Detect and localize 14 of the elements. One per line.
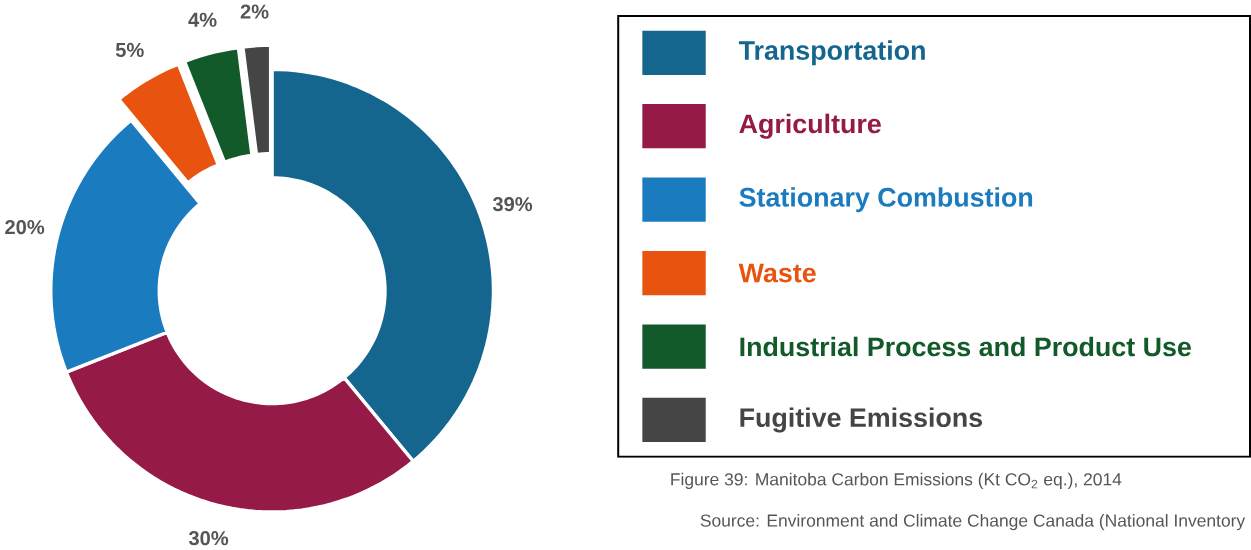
legend-label: Transportation bbox=[738, 40, 925, 66]
legend-label: Fugitive Emissions bbox=[740, 407, 983, 433]
legend-label: Stationary Combustion bbox=[739, 187, 1033, 213]
data-label: 5% bbox=[115, 42, 144, 58]
legend-label: Waste bbox=[738, 263, 816, 283]
data-label: 4% bbox=[188, 12, 217, 27]
data-label: 2% bbox=[240, 4, 269, 19]
data-label: 30% bbox=[188, 531, 229, 546]
data-label: 20% bbox=[5, 220, 45, 235]
source-note: Source: Environment and Climate Change Canada (National Inventory bbox=[700, 514, 1246, 531]
caption: Figure 39: Manitoba Carbon Emissions (Kt CO$_{2}$ eq.), 2014 bbox=[671, 472, 1122, 490]
legend-label: Agriculture bbox=[739, 113, 881, 139]
data-label: 39% bbox=[492, 197, 533, 212]
legend-label: Industrial Process and Product Use bbox=[740, 336, 1191, 357]
